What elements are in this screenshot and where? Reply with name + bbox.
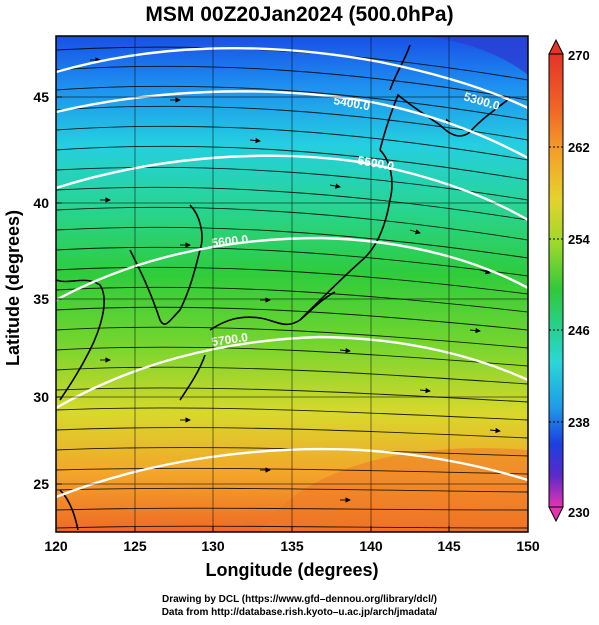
- x-tick-120: 120: [44, 538, 68, 554]
- grid: [56, 36, 528, 532]
- y-tick-25: 25: [33, 476, 49, 492]
- colorbar-label-238: 238: [568, 415, 590, 430]
- honshu: [299, 149, 393, 321]
- colorbar-label-246: 246: [568, 323, 590, 338]
- china-coast: [56, 279, 105, 401]
- korea-coast: [129, 204, 203, 325]
- credit-data: Data from http://database.rish.kyoto–u.a…: [161, 607, 438, 618]
- colorbar: 270 262 254 246 238 230: [548, 38, 590, 523]
- sakhalin: [389, 44, 411, 91]
- wind-streamlines: [56, 46, 528, 529]
- colorbar-label-262: 262: [568, 140, 590, 155]
- ryukyu: [179, 354, 206, 401]
- colorbar-label-254: 254: [568, 232, 590, 247]
- x-axis-label: Longitude (degrees): [205, 560, 378, 580]
- credit-drawing: Drawing by DCL (https://www.gfd–dennou.o…: [161, 594, 437, 605]
- colorbar-label-230: 230: [568, 505, 590, 520]
- x-tick-125: 125: [123, 538, 147, 554]
- hokkaido: [379, 93, 471, 151]
- axis-ticks: [56, 96, 450, 532]
- x-tick-140: 140: [359, 538, 383, 554]
- contour-5500: [56, 154, 528, 222]
- y-tick-35: 35: [33, 291, 49, 307]
- contour-label-5500: 5500.0: [356, 153, 395, 173]
- x-tick-130: 130: [201, 538, 225, 554]
- colorbar-label-270: 270: [568, 48, 590, 63]
- y-tick-labels: 25 30 35 40 45: [33, 89, 49, 492]
- y-tick-45: 45: [33, 89, 49, 105]
- x-tick-150: 150: [516, 538, 540, 554]
- y-axis-label: Latitude (degrees): [3, 210, 23, 366]
- contour-label-5600: 5600.0: [211, 232, 249, 250]
- cold-region: [420, 36, 528, 75]
- colorbar-max-triangle: [548, 38, 564, 55]
- contour-label-5700: 5700.0: [210, 330, 249, 349]
- contour-5600: [56, 236, 528, 302]
- coastlines: [56, 44, 511, 531]
- y-tick-30: 30: [33, 389, 49, 405]
- y-tick-40: 40: [33, 195, 49, 211]
- height-contours: [56, 46, 528, 499]
- x-tick-145: 145: [437, 538, 461, 554]
- contour-5700: [56, 335, 528, 410]
- contour-5300: [56, 46, 528, 110]
- x-tick-labels: 120 125 130 135 140 145 150: [44, 538, 540, 554]
- colorbar-min-triangle: [548, 506, 564, 523]
- colorbar-scale: [548, 53, 564, 508]
- taiwan: [59, 489, 79, 531]
- map-title: MSM 00Z20Jan2024 (500.0hPa): [145, 3, 454, 26]
- x-tick-135: 135: [280, 538, 304, 554]
- contour-5400: [56, 90, 528, 160]
- contour-5800: [56, 447, 528, 499]
- kyushu-shikoku: [209, 291, 336, 331]
- contour-label-5400: 5400.0: [332, 93, 371, 113]
- kurils: [469, 97, 511, 133]
